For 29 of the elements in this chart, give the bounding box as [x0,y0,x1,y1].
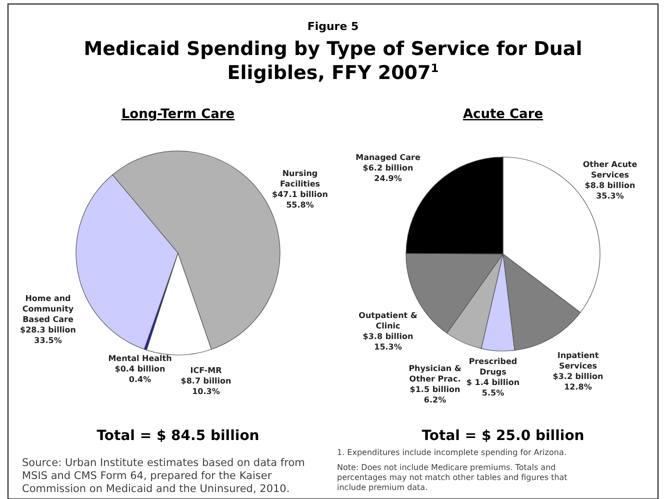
data-label: 10.3% [192,387,220,396]
data-label: 12.8% [564,382,592,392]
data-label: 55.8% [286,200,314,210]
slice-label: Home and Community Based Care $28.3 billion [20,294,76,334]
text: Medicaid Spending by Type of Service for Dual Eligibles, FFY 2007$^{1}$ [84,38,582,84]
text: Total = $ 25.0 billion [422,428,584,444]
slice-label: Inpatient Services $3.2 billion [552,351,604,381]
data-label: 35.3% [596,192,624,200]
slice-label: Mental Health $0.4 billion [108,354,172,374]
text: Total = $ 84.5 billion [96,428,260,444]
data-label: 6.2% [424,396,446,404]
text: 1. Expenditures include incomplete spending for Arizona. [337,448,566,457]
text: Figure 5 [307,20,359,33]
data-label: 5.5% [482,388,504,398]
slice-label: Nursing Facilities $47.1 billion [272,169,328,199]
source-note: Source: Urban Institute estimates based on data from MSIS and CMS Form 64, prepared for the Kaiser Commission on Medicaid and the Uninsured, 2010. [22,457,305,495]
text: Note: Does not include Medicare premiums. Totals and percentages may not match other tables and figures that include premium data. [337,463,568,492]
slice-label: ICF-MR $8.7 billion [180,366,232,386]
slice-label: Physician & Other Prac. $1.5 billion [408,364,462,394]
data-label: 0.4% [128,375,152,384]
slice-label: Outpatient & Clinic $3.8 billion [358,311,418,341]
data-label: 33.5% [34,336,62,345]
chart-title: Long-Term Care [121,107,235,122]
chart-title: Acute Care [462,107,544,122]
data-label: 24.9% [374,174,402,183]
data-label: 15.3% [374,342,402,352]
slice-label: Managed Care $6.2 billion [356,153,421,172]
slice-label: Prescribed Drugs $ 1.4 billion [466,357,520,387]
slice-label: Other Acute Services $8.8 billion [582,160,638,190]
